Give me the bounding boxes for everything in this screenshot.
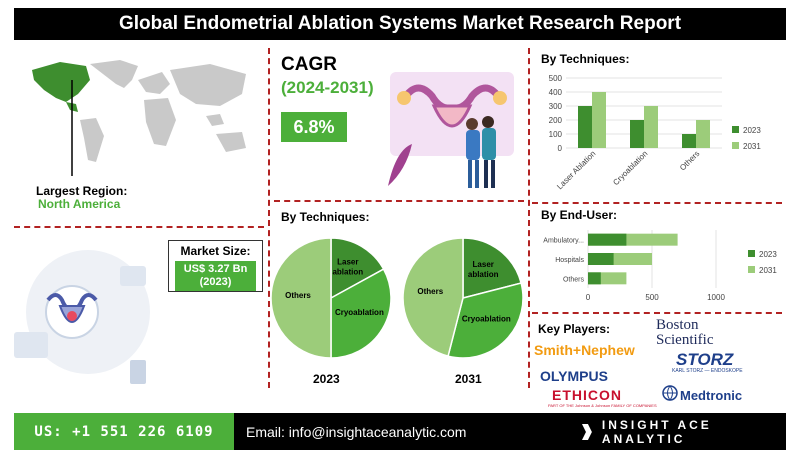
page-title: Global Endometrial Ablation Systems Mark… bbox=[14, 8, 786, 40]
pie-slice-label: Laser ablation bbox=[332, 258, 363, 277]
legend-label: 2023 bbox=[759, 250, 777, 259]
end-user-bar-chart: 0 500 1000 Ambulatory... Hospitals Others 2023… bbox=[543, 230, 777, 302]
brand-name: INSIGHT ACE ANALYTIC bbox=[601, 417, 712, 446]
bar bbox=[588, 272, 601, 285]
footer-phone[interactable]: US: +1 551 226 6109 bbox=[14, 413, 234, 450]
ethicon-sub-text: PART OF THE Johnson & Johnson FAMILY OF … bbox=[548, 403, 657, 408]
pie-slice bbox=[447, 282, 524, 359]
legend-swatch bbox=[732, 142, 739, 149]
x-tick-label: Others bbox=[678, 149, 701, 172]
bar bbox=[696, 120, 710, 148]
divider-right-h2 bbox=[532, 312, 782, 314]
pie-slice-label: Others bbox=[417, 287, 443, 296]
market-size-value: US$ 3.27 Bn (2023) bbox=[175, 261, 256, 291]
bar bbox=[630, 120, 644, 148]
pie-slice bbox=[402, 237, 464, 358]
pie-year-2023: 2023 bbox=[313, 372, 340, 386]
y-tick-label: 500 bbox=[549, 74, 563, 83]
divider-left bbox=[268, 48, 270, 388]
end-user-heading: By End-User: bbox=[541, 208, 618, 222]
legend-label: 2031 bbox=[759, 266, 777, 275]
techniques-bar-heading: By Techniques: bbox=[541, 52, 630, 66]
techniques-pie-heading: By Techniques: bbox=[281, 210, 370, 224]
uterus-illustration-icon bbox=[14, 250, 150, 384]
x-tick-label: Cryoablation bbox=[611, 149, 649, 187]
divider-left-h bbox=[14, 226, 264, 228]
y-tick-label: 0 bbox=[558, 144, 563, 153]
divider-right-h bbox=[532, 202, 782, 204]
bar bbox=[644, 106, 658, 148]
techniques-pie-charts: Laser ablation Cryoablation Others Laser abla… bbox=[270, 237, 524, 359]
cagr-value: 6.8% bbox=[281, 112, 347, 142]
divider-mid-h bbox=[274, 200, 524, 202]
market-size-label: Market Size: bbox=[180, 244, 251, 258]
olympus-logo: OLYMPUS bbox=[540, 368, 608, 384]
pie-slice bbox=[270, 237, 332, 359]
divider-right bbox=[528, 48, 530, 388]
doctors-illustration-icon bbox=[388, 72, 514, 188]
bar bbox=[592, 92, 606, 148]
legend-swatch bbox=[748, 266, 755, 273]
legend-swatch bbox=[732, 126, 739, 133]
x-tick-label: 1000 bbox=[707, 293, 725, 302]
legend-swatch bbox=[748, 250, 755, 257]
largest-region-value: North America bbox=[38, 197, 121, 211]
y-tick-label: 100 bbox=[549, 130, 563, 139]
bar bbox=[578, 106, 592, 148]
boston-scientific-logo: Boston Scientific bbox=[656, 317, 714, 348]
pie-slice-label: Cryoablation bbox=[335, 308, 384, 317]
y-tick-label: 300 bbox=[549, 102, 563, 111]
cagr-label: CAGR bbox=[281, 54, 337, 75]
pie-slice bbox=[330, 268, 392, 359]
brand-logo-icon bbox=[581, 423, 592, 440]
pie-slice-label: Laser ablation bbox=[468, 260, 499, 279]
smith-nephew-logo: Smith+Nephew bbox=[534, 342, 635, 358]
footer-brand: INSIGHT ACE ANALYTIC bbox=[580, 413, 800, 450]
pie-slice bbox=[462, 237, 523, 299]
pie-year-2031: 2031 bbox=[455, 372, 482, 386]
market-size-box: Market Size: US$ 3.27 Bn (2023) bbox=[168, 240, 263, 292]
medtronic-globe-icon bbox=[662, 385, 678, 401]
pie-slice-label: Cryoablation bbox=[462, 314, 511, 323]
x-tick-label: Laser Ablation bbox=[555, 149, 597, 191]
legend-label: 2031 bbox=[743, 142, 761, 151]
y-tick-label: Ambulatory... bbox=[543, 238, 584, 245]
y-tick-label: Others bbox=[563, 276, 585, 283]
world-map-icon bbox=[32, 60, 246, 176]
x-tick-label: 0 bbox=[586, 293, 591, 302]
legend-label: 2023 bbox=[743, 126, 761, 135]
y-tick-label: 400 bbox=[549, 88, 563, 97]
x-tick-label: 500 bbox=[645, 293, 659, 302]
cagr-period: (2024-2031) bbox=[281, 78, 374, 97]
market-size-amount: US$ 3.27 Bn bbox=[183, 263, 248, 275]
y-tick-label: Hospitals bbox=[555, 257, 584, 264]
bar bbox=[588, 253, 614, 265]
medtronic-logo: Medtronic bbox=[680, 388, 743, 403]
market-size-year: (2023) bbox=[199, 276, 232, 288]
storz-logo: STORZ bbox=[676, 350, 734, 369]
bar bbox=[588, 233, 627, 246]
pie-slice bbox=[330, 237, 385, 300]
key-players-heading: Key Players: bbox=[538, 322, 611, 336]
y-tick-label: 200 bbox=[549, 116, 563, 125]
pie-slice-label: Others bbox=[285, 291, 311, 300]
techniques-bar-chart: 0 100 200 300 400 500 Laser Ablation Cryoablati… bbox=[549, 74, 762, 191]
footer-email-text[interactable]: Email: info@insightaceanalytic.com bbox=[246, 423, 467, 440]
bar bbox=[682, 134, 696, 148]
largest-region-label: Largest Region: bbox=[36, 184, 128, 198]
footer-email[interactable]: Email: info@insightaceanalytic.com bbox=[234, 413, 786, 450]
ethicon-logo: ETHICON bbox=[552, 387, 622, 403]
storz-sub-text: KARL STORZ — ENDOSKOPE bbox=[672, 368, 743, 374]
